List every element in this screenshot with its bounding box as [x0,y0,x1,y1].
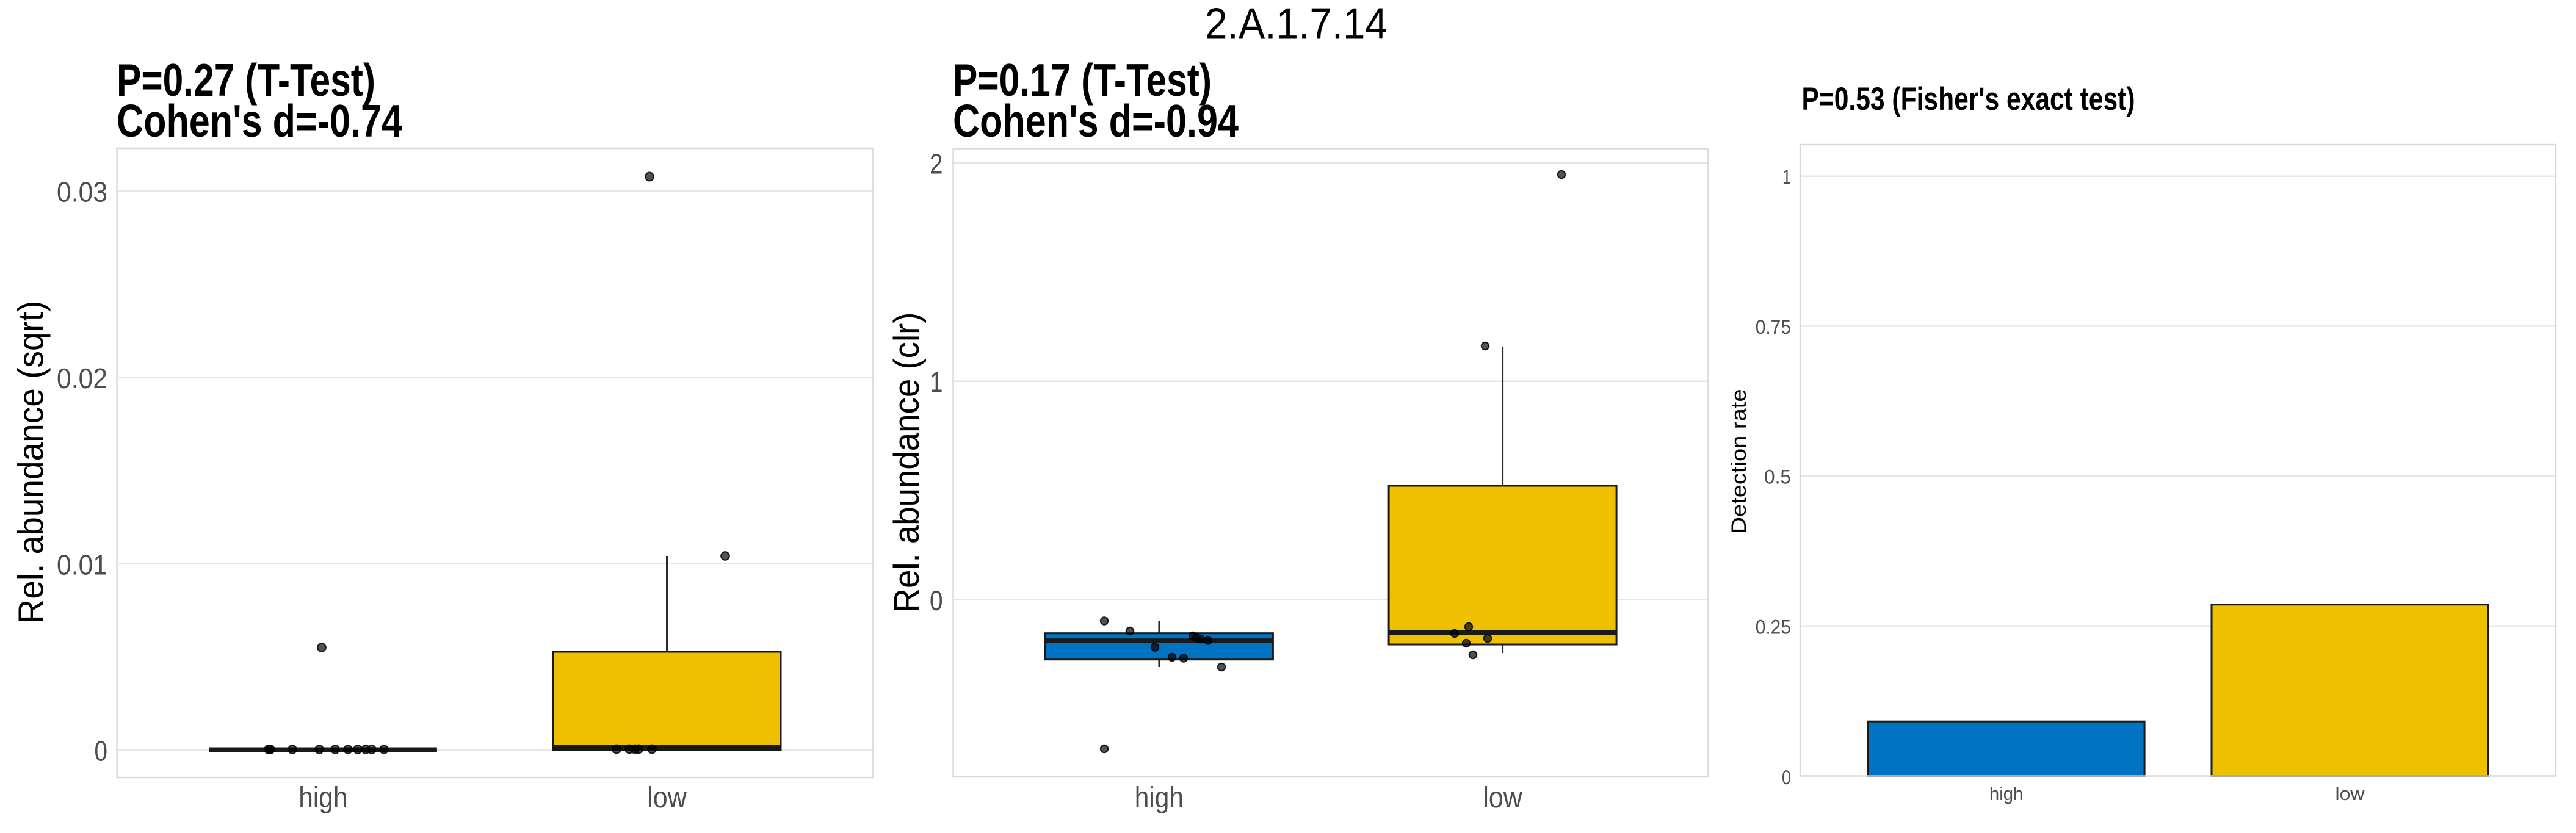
svg-text:low: low [2335,783,2365,804]
svg-text:P=0.53 (Fisher's exact test): P=0.53 (Fisher's exact test) [1802,81,2135,117]
svg-text:1: 1 [930,366,943,398]
svg-text:low: low [647,782,687,814]
svg-text:Cohen's d=-0.74: Cohen's d=-0.74 [117,95,402,146]
svg-text:0: 0 [930,585,943,616]
svg-text:0.01: 0.01 [57,549,107,581]
svg-text:high: high [1135,782,1184,814]
svg-text:2: 2 [930,148,943,179]
svg-text:0.75: 0.75 [1756,316,1791,338]
svg-text:0.03: 0.03 [57,176,107,208]
svg-text:1: 1 [1782,166,1791,188]
svg-text:high: high [298,782,347,814]
svg-text:P=0.17 (T-Test): P=0.17 (T-Test) [953,54,1212,106]
svg-text:2.A.1.7.14: 2.A.1.7.14 [1205,0,1387,49]
svg-text:0: 0 [1782,766,1791,788]
svg-text:Rel. abundance (sqrt): Rel. abundance (sqrt) [12,301,51,624]
svg-text:Detection rate: Detection rate [1728,389,1751,534]
svg-text:high: high [1989,783,2023,804]
svg-text:0.02: 0.02 [57,362,107,394]
svg-text:0.25: 0.25 [1756,616,1791,638]
svg-text:P=0.27 (T-Test): P=0.27 (T-Test) [117,54,375,106]
svg-text:Rel. abundance (clr): Rel. abundance (clr) [887,312,927,613]
svg-text:0: 0 [95,735,108,767]
svg-text:low: low [1483,782,1522,814]
svg-text:Cohen's d=-0.94: Cohen's d=-0.94 [953,95,1239,146]
svg-text:0.5: 0.5 [1764,466,1791,488]
